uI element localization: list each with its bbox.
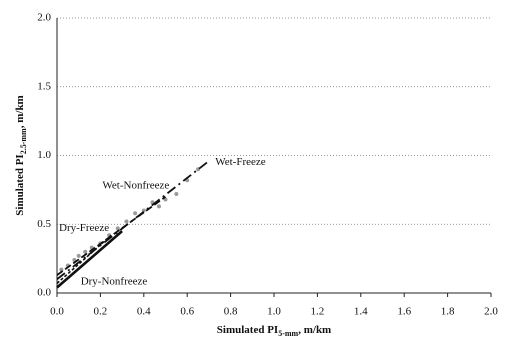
x-tick-label: 1.0 bbox=[267, 306, 281, 318]
series-line bbox=[56, 234, 112, 284]
y-axis-title-part: , m/km bbox=[14, 95, 26, 128]
x-axis-title-part: Simulated PI bbox=[217, 324, 278, 336]
y-axis-title-part: 2.5-mm bbox=[19, 128, 28, 154]
y-tick-label: 0.0 bbox=[37, 287, 51, 299]
series-label: Dry-Nonfreeze bbox=[81, 276, 148, 288]
x-tick-label: 0.4 bbox=[137, 306, 151, 318]
series-label: Dry-Freeze bbox=[59, 222, 109, 234]
x-axis-title-part: 5-mm bbox=[278, 329, 298, 338]
series-label: Wet-Nonfreeze bbox=[102, 179, 169, 191]
y-tick-label: 1.5 bbox=[37, 80, 51, 92]
y-tick-label: 1.0 bbox=[37, 149, 51, 161]
x-tick-label: 1.4 bbox=[354, 306, 368, 318]
point bbox=[133, 211, 138, 216]
series-label: Wet-Freeze bbox=[215, 156, 266, 168]
y-axis-title: Simulated PI2.5-mm, m/km bbox=[14, 95, 29, 215]
x-tick-label: 0.0 bbox=[50, 306, 64, 318]
x-tick-label: 0.8 bbox=[224, 306, 238, 318]
series-line bbox=[56, 230, 123, 289]
x-tick-label: 0.2 bbox=[94, 306, 108, 318]
x-tick-label: 1.6 bbox=[397, 306, 411, 318]
point bbox=[76, 253, 81, 258]
x-axis-title: Simulated PI5-mm, m/km bbox=[217, 324, 331, 339]
y-tick-label: 0.5 bbox=[37, 218, 51, 230]
y-tick-label: 2.0 bbox=[37, 12, 51, 24]
point bbox=[156, 204, 161, 209]
point bbox=[124, 219, 129, 224]
x-tick-label: 1.2 bbox=[311, 306, 325, 318]
point bbox=[174, 192, 179, 196]
series-line bbox=[56, 160, 210, 280]
x-axis-title-part: , m/km bbox=[298, 324, 331, 336]
y-axis-title-part: Simulated PI bbox=[14, 154, 26, 215]
x-tick-label: 1.8 bbox=[441, 306, 455, 318]
x-tick-label: 2.0 bbox=[484, 306, 498, 318]
x-tick-label: 0.6 bbox=[180, 306, 194, 318]
point bbox=[115, 226, 120, 231]
point bbox=[83, 249, 88, 254]
